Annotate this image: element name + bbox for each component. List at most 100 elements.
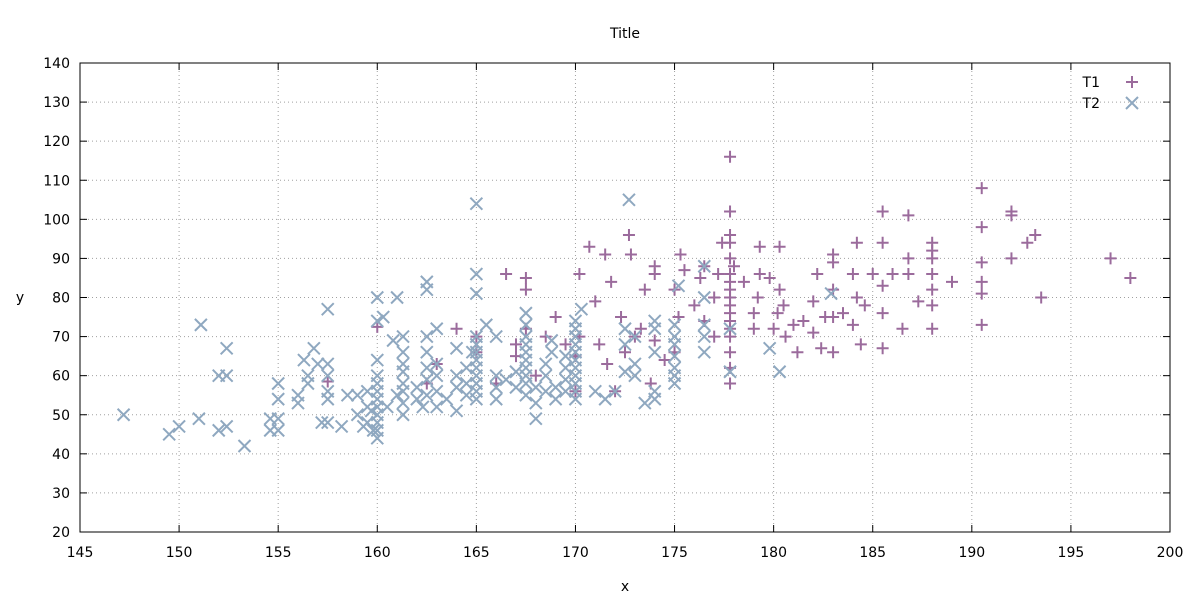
axis-ticks: 145 150 155 160 165 170 175 180 185 190 195 200 20 30… xyxy=(43,56,1183,561)
data-point-t1 xyxy=(773,283,786,296)
data-point-t2 xyxy=(396,376,410,391)
data-point-t2 xyxy=(340,388,355,402)
data-point-t2 xyxy=(667,349,682,363)
data-point-t1 xyxy=(827,346,840,359)
data-point-t2 xyxy=(667,318,682,332)
data-point-t2 xyxy=(618,322,632,336)
data-point-t1 xyxy=(321,375,334,388)
data-point-t2 xyxy=(519,329,533,344)
data-point-t2 xyxy=(396,329,410,344)
x-tick-label: 155 xyxy=(265,545,292,561)
data-point-t1 xyxy=(753,268,766,281)
data-point-t2 xyxy=(519,318,533,332)
data-point-t2 xyxy=(350,408,365,422)
y-tick-label: 20 xyxy=(52,525,70,541)
data-point-t2 xyxy=(396,357,410,371)
y-tick-label: 60 xyxy=(52,369,70,385)
data-point-t1 xyxy=(926,283,939,296)
data-point-t2 xyxy=(762,341,777,356)
data-point-t2 xyxy=(638,396,652,410)
data-point-t2 xyxy=(307,341,321,356)
legend-label-t2: T2 xyxy=(1082,96,1100,112)
data-point-t2 xyxy=(370,368,384,383)
data-point-t2 xyxy=(212,423,226,438)
data-point-t1 xyxy=(622,228,635,241)
y-tick-label: 120 xyxy=(43,134,70,150)
data-point-t1 xyxy=(539,330,552,343)
data-point-t2 xyxy=(697,259,711,273)
data-point-t2 xyxy=(459,361,474,375)
data-point-t2 xyxy=(648,345,662,359)
data-point-t1 xyxy=(815,342,828,355)
data-point-t1 xyxy=(779,330,792,343)
data-point-t1 xyxy=(674,248,687,261)
data-point-t1 xyxy=(846,268,859,281)
data-point-t1 xyxy=(615,311,628,324)
data-point-t2 xyxy=(271,392,285,406)
data-point-t1 xyxy=(886,268,899,281)
data-point-t1 xyxy=(747,307,760,320)
data-point-t2 xyxy=(430,357,444,371)
data-point-t2 xyxy=(192,411,206,426)
data-point-t2 xyxy=(449,368,464,383)
data-point-t2 xyxy=(544,345,559,359)
data-point-t2 xyxy=(416,400,430,414)
data-point-t2 xyxy=(360,384,375,399)
x-tick-label: 200 xyxy=(1157,545,1184,561)
data-point-t1 xyxy=(975,256,988,269)
data-point-t1 xyxy=(811,268,824,281)
data-point-t2 xyxy=(162,427,176,441)
data-point-t1 xyxy=(1029,228,1042,241)
data-point-t2 xyxy=(370,353,384,367)
data-point-t2 xyxy=(519,388,533,402)
data-point-t2 xyxy=(697,329,711,344)
data-point-t2 xyxy=(420,345,434,359)
data-point-t2 xyxy=(667,329,682,344)
data-point-t1 xyxy=(737,275,750,288)
data-point-t2 xyxy=(321,384,335,399)
data-point-t1 xyxy=(773,240,786,253)
data-point-t2 xyxy=(219,419,234,434)
data-point-t1 xyxy=(678,264,691,277)
x-tick-label: 185 xyxy=(859,545,886,561)
data-point-t1 xyxy=(827,248,840,261)
data-point-t2 xyxy=(539,368,553,383)
data-point-t1 xyxy=(866,268,879,281)
data-points xyxy=(116,150,1137,453)
data-point-t2 xyxy=(430,322,444,336)
data-point-t2 xyxy=(271,423,285,438)
data-point-t1 xyxy=(946,275,958,288)
data-point-t1 xyxy=(751,291,764,304)
x-tick-label: 190 xyxy=(958,545,985,561)
data-point-t2 xyxy=(449,380,464,395)
data-point-t2 xyxy=(116,408,131,422)
legend-marker-t2 xyxy=(1125,96,1139,110)
data-point-t2 xyxy=(321,302,335,316)
data-point-t1 xyxy=(573,268,586,281)
data-point-t2 xyxy=(723,365,737,379)
data-point-t2 xyxy=(386,333,400,348)
data-point-t1 xyxy=(807,326,820,339)
data-point-t2 xyxy=(509,380,523,395)
data-point-t1 xyxy=(975,318,988,331)
data-point-t2 xyxy=(558,361,573,375)
data-point-t1 xyxy=(876,307,889,320)
data-point-t2 xyxy=(544,333,559,348)
data-point-t2 xyxy=(360,415,375,430)
y-tick-label: 100 xyxy=(43,212,70,228)
data-point-t1 xyxy=(694,271,707,284)
y-tick-label: 90 xyxy=(52,251,70,267)
data-point-t2 xyxy=(548,380,563,395)
data-point-t1 xyxy=(510,350,522,363)
data-point-t1 xyxy=(648,260,661,273)
data-point-t2 xyxy=(648,384,662,399)
data-point-t1 xyxy=(1005,205,1018,218)
data-point-t2 xyxy=(465,345,480,359)
data-point-t2 xyxy=(420,361,434,375)
data-point-t2 xyxy=(376,310,390,324)
data-point-t1 xyxy=(767,322,780,335)
data-point-t2 xyxy=(509,365,523,379)
data-point-t1 xyxy=(850,236,863,249)
data-point-t1 xyxy=(975,287,988,300)
data-point-t1 xyxy=(549,311,562,324)
